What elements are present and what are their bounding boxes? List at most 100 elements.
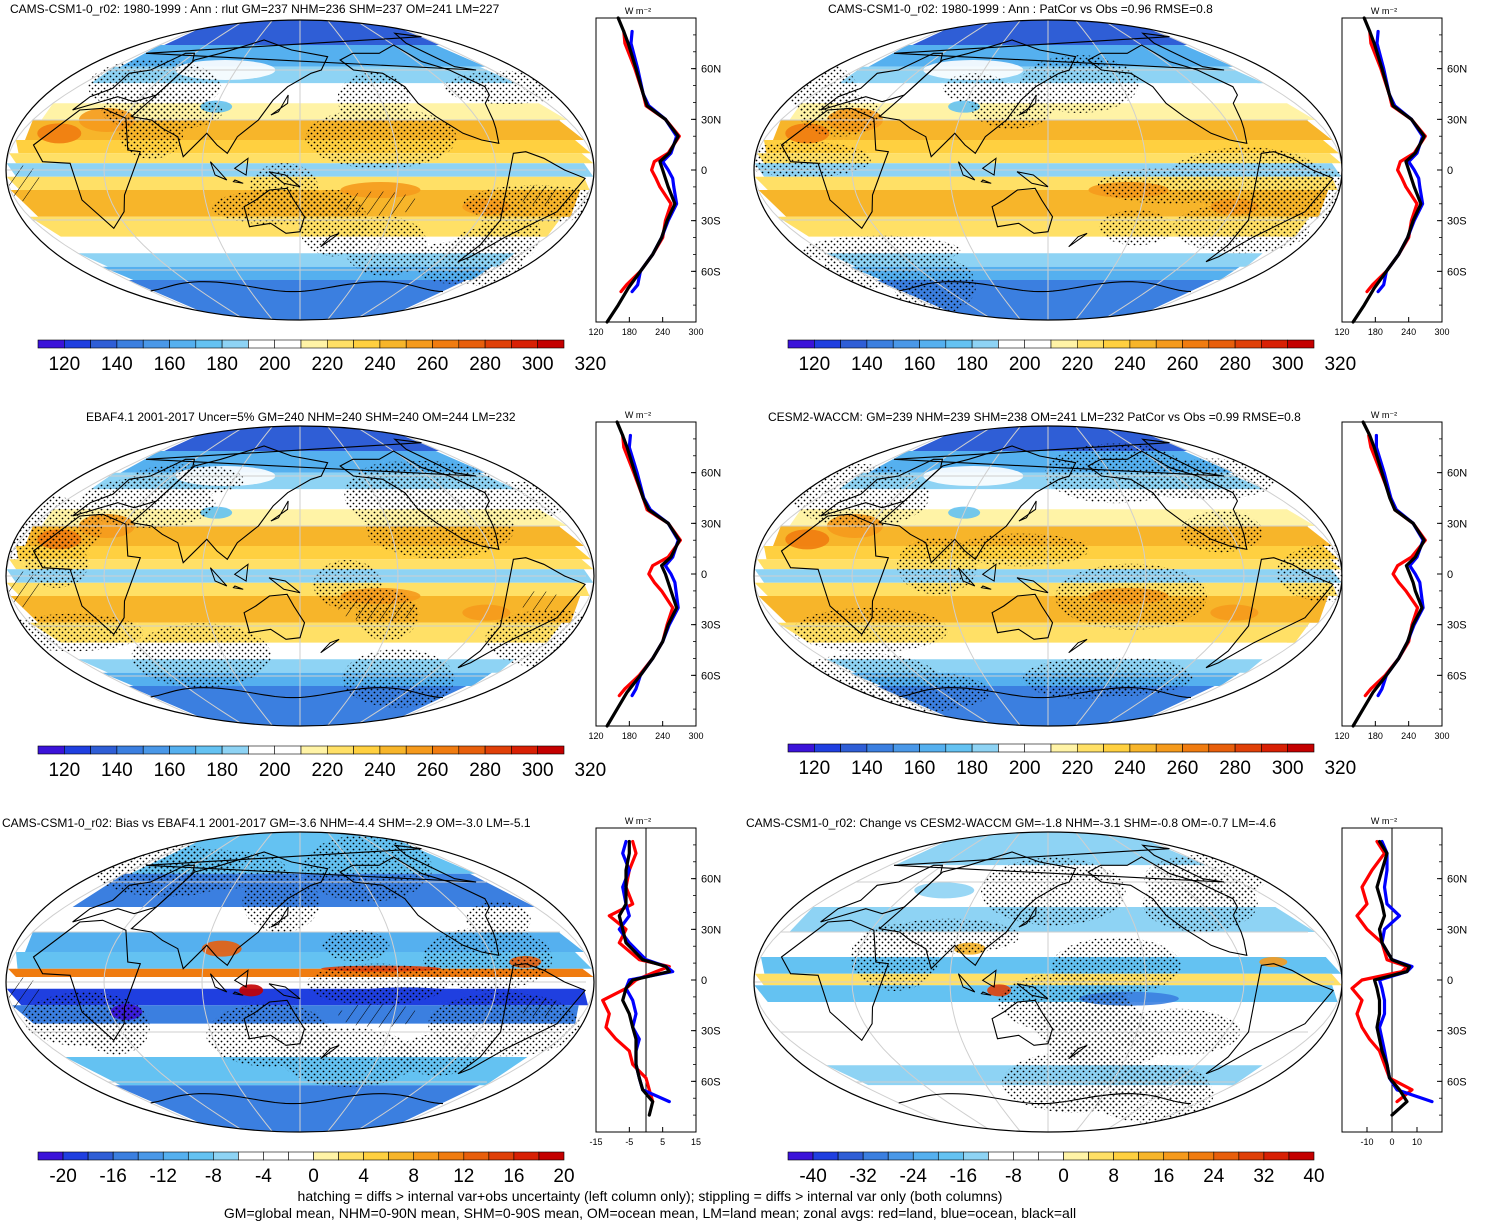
map-stippling	[1035, 1083, 1107, 1113]
colorbar-swatch	[892, 743, 920, 753]
footer-note-hatching: hatching = diffs > internal var+obs unce…	[297, 1188, 1003, 1204]
zonal-x-tick-label: 300	[1434, 327, 1449, 337]
colorbar-label: 160	[154, 760, 186, 781]
colorbar-label: 280	[469, 354, 501, 375]
colorbar-swatch	[1182, 743, 1210, 753]
colorbar-swatch	[1076, 743, 1104, 753]
zonal-y-tick-label: 0	[1447, 165, 1453, 177]
map-field	[754, 426, 1342, 726]
colorbar-label: 240	[364, 354, 396, 375]
zonal-series-land	[619, 29, 681, 294]
colorbar-swatch	[1050, 743, 1078, 753]
colorbar-swatch	[248, 339, 275, 349]
map-coastline	[1205, 963, 1335, 1075]
colorbar-label: 16	[1153, 1166, 1174, 1187]
map-stippling	[422, 926, 553, 991]
zonal-mean-plot-p4: W m⁻² 60N 30N 0 30S 60S 120 180 240 300	[1334, 410, 1467, 741]
map-graticule	[851, 832, 994, 1132]
map-coastline	[72, 52, 196, 111]
map-graticule	[949, 426, 1022, 726]
map-stippling	[342, 649, 455, 708]
map-coastline	[243, 593, 306, 640]
zonal-x-tick-label: 180	[622, 731, 637, 741]
colorbar-swatch	[971, 743, 999, 753]
map-stippling	[843, 671, 990, 713]
map-stippling	[981, 857, 1126, 926]
colorbar-swatch	[353, 339, 381, 349]
map-coastline	[1205, 557, 1335, 669]
colorbar-swatch	[363, 1151, 389, 1161]
colorbar-swatch	[438, 1151, 465, 1161]
world-map-p2	[753, 19, 1343, 321]
colorbar-swatch	[37, 339, 65, 349]
colorbar-swatch	[221, 339, 249, 349]
colorbar-swatch	[87, 1151, 114, 1161]
map-stippling	[242, 872, 320, 933]
map-coastline	[1068, 1044, 1088, 1060]
colorbar-swatch	[812, 1151, 839, 1161]
map-coastline	[820, 458, 944, 517]
zonal-series-all	[1351, 16, 1426, 324]
colorbar-swatch	[379, 745, 407, 755]
zonal-units-label: W m⁻²	[1371, 816, 1397, 826]
colorbar-label: 220	[311, 354, 343, 375]
colorbar-swatch	[787, 743, 815, 753]
zonal-y-tick-label: 30S	[701, 216, 721, 228]
colorbar-swatch	[195, 745, 223, 755]
map-stippling	[1097, 1064, 1209, 1101]
map-hatching	[8, 571, 41, 608]
map-stippling	[1099, 210, 1173, 246]
colorbar-swatch	[213, 1151, 239, 1161]
colorbar-label: 260	[417, 760, 449, 781]
colorbar-swatch	[837, 1151, 864, 1161]
map-graticule	[1129, 426, 1342, 726]
map-stippling	[792, 607, 949, 653]
colorbar-swatch	[90, 339, 118, 349]
colorbar-p2: 120 140 160 180 200 220 240 260 280 300 320	[787, 339, 1356, 375]
colorbar-label: 140	[101, 760, 133, 781]
map-hatching	[8, 165, 41, 202]
zonal-units-label: W m⁻²	[625, 816, 651, 826]
zonal-y-tick-label: 60N	[1447, 64, 1467, 76]
colorbar-swatch	[1287, 339, 1315, 349]
colorbar-swatch	[1013, 1151, 1039, 1161]
map-graticule	[1074, 832, 1147, 1132]
panel-title-p5: CAMS-CSM1-0_r02: Bias vs EBAF4.1 2001-20…	[2, 816, 531, 830]
map-stippling	[322, 930, 390, 962]
world-map-p3	[5, 425, 595, 727]
map-graticule	[851, 20, 994, 320]
map-anomaly-region	[239, 984, 264, 997]
map-coastline	[457, 557, 587, 669]
colorbar-swatch	[1188, 1151, 1215, 1161]
map-anomaly-region	[37, 123, 82, 144]
map-coastline	[209, 161, 228, 181]
colorbar-label: 140	[851, 354, 883, 375]
map-coastline	[457, 151, 587, 263]
zonal-x-tick-label: 180	[622, 327, 637, 337]
map-value-band	[9, 153, 594, 164]
colorbar-p6: -40 -32 -24 -16 -8 0 8 16 24 32 40	[787, 1151, 1325, 1187]
colorbar-swatch	[274, 745, 302, 755]
colorbar-swatch	[919, 339, 947, 349]
zonal-frame	[595, 17, 697, 323]
map-graticule	[326, 426, 399, 726]
colorbar-label: 32	[1253, 1166, 1274, 1187]
map-graticule	[1102, 20, 1245, 320]
map-coastline	[270, 94, 289, 116]
colorbar-swatch	[887, 1151, 914, 1161]
map-graticule	[326, 832, 399, 1132]
colorbar-swatch	[1155, 339, 1183, 349]
map-stippling	[1276, 544, 1342, 602]
map-graticule	[326, 20, 399, 320]
colorbar-label: 260	[1167, 758, 1199, 779]
map-coastline	[1087, 856, 1248, 956]
colorbar-label: 160	[154, 354, 186, 375]
colorbar-swatch	[866, 743, 894, 753]
colorbar-label: 300	[1272, 354, 1304, 375]
colorbar-swatch	[116, 339, 144, 349]
map-stippling	[896, 537, 978, 595]
colorbar-swatch	[274, 339, 302, 349]
colorbar-swatch	[169, 339, 197, 349]
map-stippling	[80, 477, 216, 528]
map-hatching	[517, 997, 562, 1017]
